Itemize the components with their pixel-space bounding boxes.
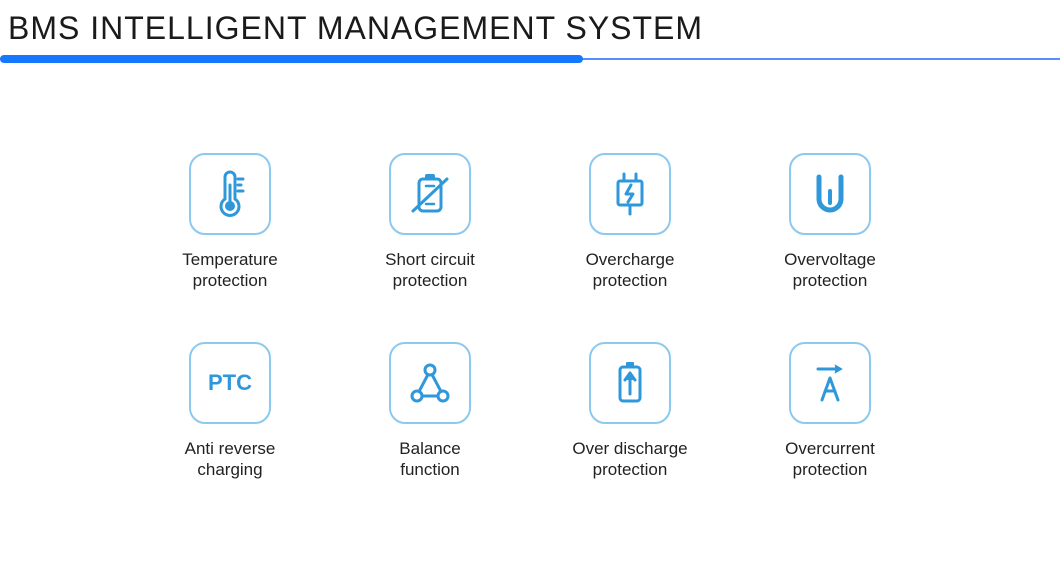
feature-label: Balance function [399, 438, 460, 481]
feature-label: Overcurrent protection [785, 438, 875, 481]
feature-label: Overcharge protection [586, 249, 675, 292]
short-circuit-icon [389, 153, 471, 235]
feature-over-discharge: Over discharge protection [545, 342, 715, 481]
feature-short-circuit: Short circuit protection [345, 153, 515, 292]
page: BMS INTELLIGENT MANAGEMENT SYSTEM [0, 0, 1060, 572]
ptc-icon: PTC [189, 342, 271, 424]
balance-icon [389, 342, 471, 424]
feature-overvoltage: Overvoltage protection [745, 153, 915, 292]
svg-text:PTC: PTC [208, 370, 252, 395]
feature-grid: Temperature protection Short [145, 153, 915, 480]
page-title: BMS INTELLIGENT MANAGEMENT SYSTEM [0, 0, 1060, 55]
over-discharge-icon [589, 342, 671, 424]
feature-overcharge: Overcharge protection [545, 153, 715, 292]
feature-label: Temperature protection [182, 249, 277, 292]
thermometer-icon [189, 153, 271, 235]
overcurrent-icon [789, 342, 871, 424]
title-rule-thick [0, 55, 583, 63]
feature-overcurrent: Overcurrent protection [745, 342, 915, 481]
feature-balance: Balance function [345, 342, 515, 481]
feature-temperature: Temperature protection [145, 153, 315, 292]
feature-label: Over discharge protection [572, 438, 687, 481]
overvoltage-icon [789, 153, 871, 235]
overcharge-icon [589, 153, 671, 235]
title-rule [0, 55, 1060, 63]
feature-label: Overvoltage protection [784, 249, 876, 292]
feature-anti-reverse: PTC Anti reverse charging [145, 342, 315, 481]
feature-grid-wrap: Temperature protection Short [0, 63, 1060, 480]
feature-label: Short circuit protection [385, 249, 475, 292]
feature-label: Anti reverse charging [185, 438, 276, 481]
